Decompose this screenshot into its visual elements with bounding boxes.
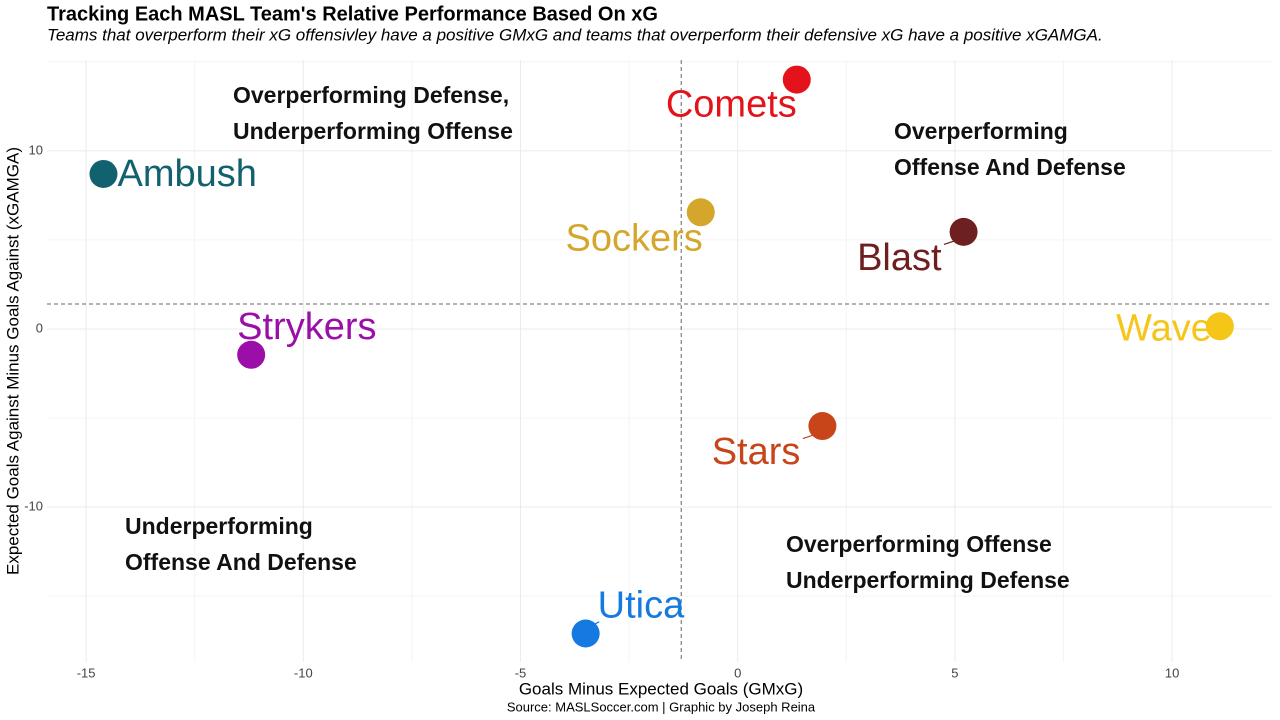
x-tick-label: -15 [77, 665, 96, 680]
label-leader [243, 342, 262, 348]
point [686, 198, 715, 227]
chart-subtitle: Teams that overperform their xG offensiv… [47, 25, 1103, 44]
point-label: Wave [1116, 307, 1212, 349]
quadrant-annotation: Underperforming [125, 513, 313, 539]
label-leader [591, 621, 600, 627]
point [571, 619, 600, 648]
point [1205, 312, 1234, 341]
x-tick-label: -10 [294, 665, 313, 680]
quadrant-annotation: Overperforming Defense, [233, 82, 509, 108]
x-tick-label: 5 [951, 665, 958, 680]
label-leader [802, 433, 817, 440]
y-tick-label: 10 [29, 142, 43, 157]
point [949, 217, 978, 246]
label-leader [786, 87, 796, 93]
x-tick-label: -5 [515, 665, 527, 680]
quadrant-annotation: Underperforming Offense [233, 118, 513, 144]
caption: Source: MASLSoccer.com | Graphic by Jose… [507, 699, 816, 714]
point-label: Ambush [117, 153, 256, 195]
point-label: Comets [666, 84, 797, 126]
chart-title: Tracking Each MASL Team's Relative Perfo… [47, 3, 658, 25]
quadrant-annotation: Offense And Defense [125, 549, 357, 575]
point [808, 412, 837, 441]
y-axis-title: Expected Goals Against Minus Goals Again… [3, 147, 22, 575]
y-tick-label: -10 [24, 498, 43, 513]
label-leader [943, 239, 958, 246]
quadrant-annotation: Overperforming Offense [786, 531, 1052, 557]
point-label: Sockers [565, 217, 702, 259]
point [89, 159, 118, 188]
point [237, 340, 266, 369]
point-label: Strykers [237, 306, 376, 348]
y-tick-label: 0 [36, 320, 43, 335]
label-leader [690, 219, 701, 226]
quadrant-annotation: Offense And Defense [894, 154, 1126, 180]
x-tick-label: 0 [734, 665, 741, 680]
quadrant-annotation: Overperforming [894, 118, 1068, 144]
point-label: Blast [857, 237, 942, 279]
quadrant-annotation: Underperforming Defense [786, 567, 1070, 593]
x-axis-title: Goals Minus Expected Goals (GMxG) [519, 679, 803, 698]
point [782, 65, 811, 94]
point-label: Utica [598, 585, 685, 627]
x-tick-label: 10 [1165, 665, 1179, 680]
point-label: Stars [712, 431, 801, 473]
